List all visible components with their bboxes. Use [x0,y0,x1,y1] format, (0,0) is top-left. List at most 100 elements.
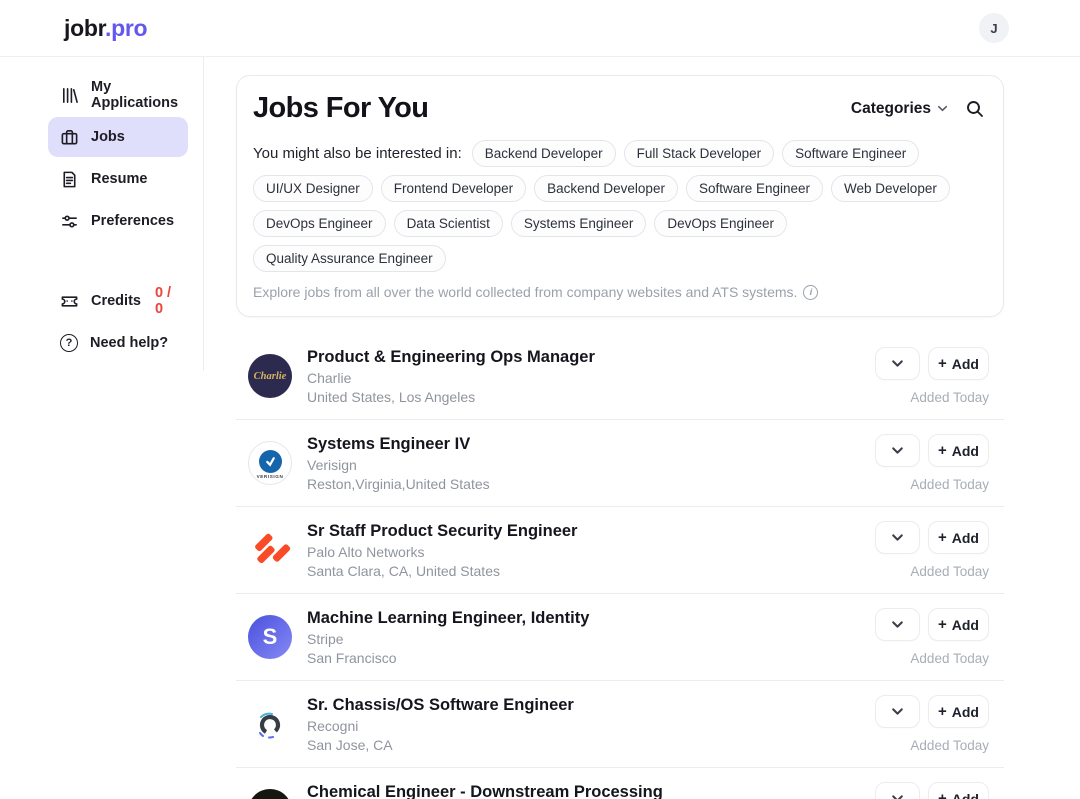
viridos-logo: viridos [248,789,292,799]
added-date-badge: Added Today [910,564,989,579]
paloalto-logo [248,528,292,572]
added-date-badge: Added Today [910,477,989,492]
credits-value: 0 / 0 [154,285,172,317]
interest-tag[interactable]: Software Engineer [685,175,824,202]
added-date-badge: Added Today [910,390,989,405]
add-job-button[interactable]: + Add [928,695,989,728]
add-job-button[interactable]: + Add [928,782,989,799]
job-title[interactable]: Sr Staff Product Security Engineer [307,521,578,540]
main-content: Jobs For You Categories You might also b… [204,57,1080,799]
job-location: United States, Los Angeles [307,388,476,405]
sidebar-item-preferences[interactable]: Preferences [48,201,188,241]
plus-icon: + [938,616,947,633]
interest-tag[interactable]: Full Stack Developer [623,140,775,167]
sidebar-item-credits[interactable]: Credits 0 / 0 [48,281,188,321]
job-location: San Jose, CA [307,736,393,753]
added-date-badge: Added Today [910,651,989,666]
job-company: Palo Alto Networks [307,543,425,560]
interest-tag[interactable]: Quality Assurance Engineer [253,245,446,272]
add-job-button[interactable]: + Add [928,521,989,554]
sidebar-item-label: Resume [91,171,148,187]
job-title[interactable]: Product & Engineering Ops Manager [307,347,595,366]
job-title[interactable]: Chemical Engineer - Downstream Processin… [307,782,663,799]
verisign-logo: VERISIGN [248,441,292,485]
ticket-icon [61,295,78,307]
plus-icon: + [938,355,947,372]
add-label: Add [951,355,979,372]
stripe-logo: S [248,615,292,659]
interest-tag[interactable]: Backend Developer [534,175,678,202]
interest-tag[interactable]: Data Scientist [393,210,503,237]
job-title[interactable]: Machine Learning Engineer, Identity [307,608,590,627]
job-row[interactable]: S Machine Learning Engineer, Identity St… [236,594,1004,681]
credits-label: Credits [91,293,141,309]
brand-name: jobr [64,14,105,41]
categories-dropdown[interactable]: Categories [851,100,949,118]
app-logo[interactable]: jobr.pro [64,14,148,42]
interest-tag[interactable]: Software Engineer [782,140,920,167]
chevron-down-icon [892,534,903,541]
interest-tag[interactable]: Systems Engineer [510,210,647,237]
user-avatar[interactable]: J [979,13,1009,43]
top-header: jobr.pro J [0,0,1080,57]
interest-tag[interactable]: Backend Developer [471,140,616,167]
job-row[interactable]: viridos Chemical Engineer - Downstream P… [236,768,1004,799]
job-company: Recogni [307,717,359,734]
applications-icon [62,87,78,103]
plus-icon: + [938,790,947,799]
add-label: Add [951,442,979,459]
expand-job-button[interactable] [875,434,920,467]
interest-tag[interactable]: Web Developer [831,175,950,202]
job-row[interactable]: Charlie Product & Engineering Ops Manage… [236,333,1004,420]
add-job-button[interactable]: + Add [928,347,989,380]
job-list: Charlie Product & Engineering Ops Manage… [236,333,1004,799]
job-row[interactable]: VERISIGN Systems Engineer IV Verisign Re… [236,420,1004,507]
sidebar: My Applications Jobs Resume Preferences … [0,57,204,799]
job-company: Stripe [307,630,344,647]
interest-tag[interactable]: UI/UX Designer [253,175,373,202]
add-label: Add [951,703,979,720]
job-company: Charlie [307,369,352,386]
briefcase-icon [61,129,78,144]
job-company: Verisign [307,456,357,473]
preferences-icon [62,214,77,228]
sidebar-item-jobs[interactable]: Jobs [48,117,188,157]
add-job-button[interactable]: + Add [928,434,989,467]
interest-tags: You might also be interested in: Backend… [253,140,985,272]
expand-job-button[interactable] [875,608,920,641]
job-row[interactable]: Sr. Chassis/OS Software Engineer Recogni… [236,681,1004,768]
expand-job-button[interactable] [875,695,920,728]
chevron-down-icon [892,621,903,628]
interest-tag[interactable]: DevOps Engineer [654,210,787,237]
added-date-badge: Added Today [910,738,989,753]
info-icon[interactable]: i [803,284,819,300]
job-location: Santa Clara, CA, United States [307,562,500,579]
add-label: Add [951,790,979,799]
add-job-button[interactable]: + Add [928,608,989,641]
plus-icon: + [938,703,947,720]
add-label: Add [951,529,979,546]
expand-job-button[interactable] [875,521,920,554]
add-label: Add [951,616,979,633]
chevron-down-icon [892,447,903,454]
chevron-down-icon [937,105,948,112]
job-title[interactable]: Sr. Chassis/OS Software Engineer [307,695,574,714]
brand-tld: .pro [104,14,148,41]
plus-icon: + [938,529,947,546]
sidebar-item-label: Preferences [91,213,175,229]
question-circle-icon: ? [60,334,78,352]
job-title[interactable]: Systems Engineer IV [307,434,471,453]
interest-tag[interactable]: Frontend Developer [380,175,527,202]
sidebar-item-resume[interactable]: Resume [48,159,188,199]
job-row[interactable]: Sr Staff Product Security Engineer Palo … [236,507,1004,594]
sidebar-item-help[interactable]: ? Need help? [48,323,188,363]
explore-note: Explore jobs from all over the world col… [253,284,985,300]
expand-job-button[interactable] [875,782,920,799]
expand-job-button[interactable] [875,347,920,380]
resume-icon [63,171,76,187]
plus-icon: + [938,442,947,459]
sidebar-item-label: My Applications [91,79,179,111]
sidebar-item-my-applications[interactable]: My Applications [48,75,188,115]
interest-tag[interactable]: DevOps Engineer [253,210,386,237]
search-button[interactable] [965,99,985,119]
